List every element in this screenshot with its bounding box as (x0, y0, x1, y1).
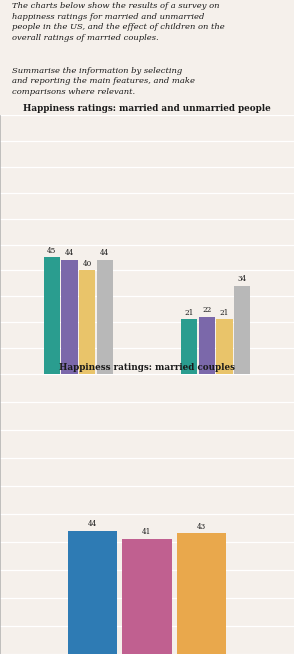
Legend: 18-29, 30-49, 50-64, 65 and over: 18-29, 30-49, 50-64, 65 and over (66, 412, 228, 422)
Text: Summarise the information by selecting
and reporting the main features, and make: Summarise the information by selecting a… (12, 67, 195, 95)
Title: Happiness ratings: married and unmarried people: Happiness ratings: married and unmarried… (23, 104, 271, 113)
Text: unmarried: unmarried (194, 389, 237, 397)
Bar (122, 539, 172, 654)
Text: 43: 43 (197, 523, 206, 530)
Bar (61, 260, 78, 373)
Bar (199, 317, 215, 373)
Bar (68, 530, 117, 654)
Text: 44: 44 (100, 249, 109, 258)
Text: 40: 40 (82, 260, 92, 267)
Bar (79, 270, 95, 373)
Bar (216, 319, 233, 373)
Bar (44, 258, 60, 373)
Bar (234, 286, 250, 373)
Title: Happiness ratings: married couples: Happiness ratings: married couples (59, 362, 235, 371)
Text: 44: 44 (88, 520, 97, 528)
Text: The charts below show the results of a survey on
happiness ratings for married a: The charts below show the results of a s… (12, 3, 225, 41)
Text: 44: 44 (65, 249, 74, 258)
Bar (96, 260, 113, 373)
Bar (181, 319, 198, 373)
Text: 21: 21 (220, 309, 229, 317)
Text: 41: 41 (142, 528, 152, 536)
Text: 22: 22 (202, 306, 212, 315)
Bar (177, 534, 226, 654)
Text: 21: 21 (185, 309, 194, 317)
Text: 45: 45 (47, 247, 56, 255)
Text: married: married (62, 389, 95, 397)
Text: 34: 34 (238, 275, 247, 283)
